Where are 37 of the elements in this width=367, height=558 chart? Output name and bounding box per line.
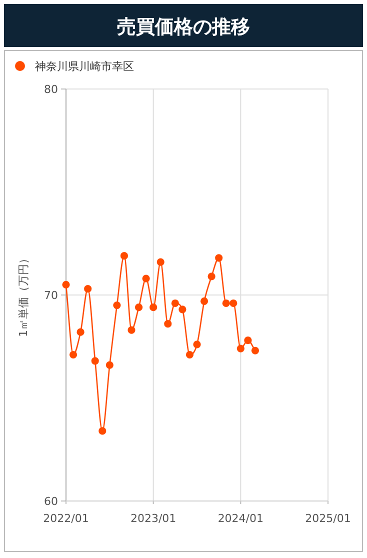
- point: [76, 328, 84, 336]
- x-tick-label: 2022/01: [43, 512, 89, 525]
- x-tick-label: 2023/01: [130, 512, 176, 525]
- point: [208, 272, 216, 280]
- point: [222, 299, 230, 308]
- point: [69, 350, 78, 359]
- point: [84, 285, 92, 293]
- y-tick-label: 80: [44, 83, 58, 96]
- point: [156, 258, 164, 266]
- point: [128, 326, 136, 334]
- point: [251, 346, 260, 354]
- point: [186, 350, 194, 359]
- point: [200, 297, 208, 305]
- point: [62, 280, 70, 288]
- point: [193, 340, 201, 348]
- point: [230, 299, 238, 308]
- point: [91, 357, 99, 365]
- point: [171, 299, 179, 308]
- point: [98, 427, 106, 435]
- legend-label: 神奈川県川崎市幸区: [35, 60, 134, 73]
- y-tick-label: 70: [44, 289, 58, 302]
- point: [236, 344, 244, 352]
- point: [150, 304, 158, 312]
- point: [106, 361, 114, 369]
- x-tick-label: 2024/01: [218, 512, 264, 525]
- point: [120, 252, 128, 260]
- chart-title: 売買価格の推移: [117, 16, 250, 38]
- x-tick-label: 2025/01: [305, 512, 351, 525]
- y-tick-label: 60: [44, 495, 58, 508]
- y-axis-title: 1㎡単価（万円）: [17, 253, 30, 337]
- point: [142, 274, 150, 282]
- point: [134, 304, 143, 312]
- point: [215, 254, 223, 262]
- point: [113, 302, 121, 310]
- point: [178, 306, 186, 314]
- point: [164, 320, 172, 328]
- point: [244, 336, 252, 344]
